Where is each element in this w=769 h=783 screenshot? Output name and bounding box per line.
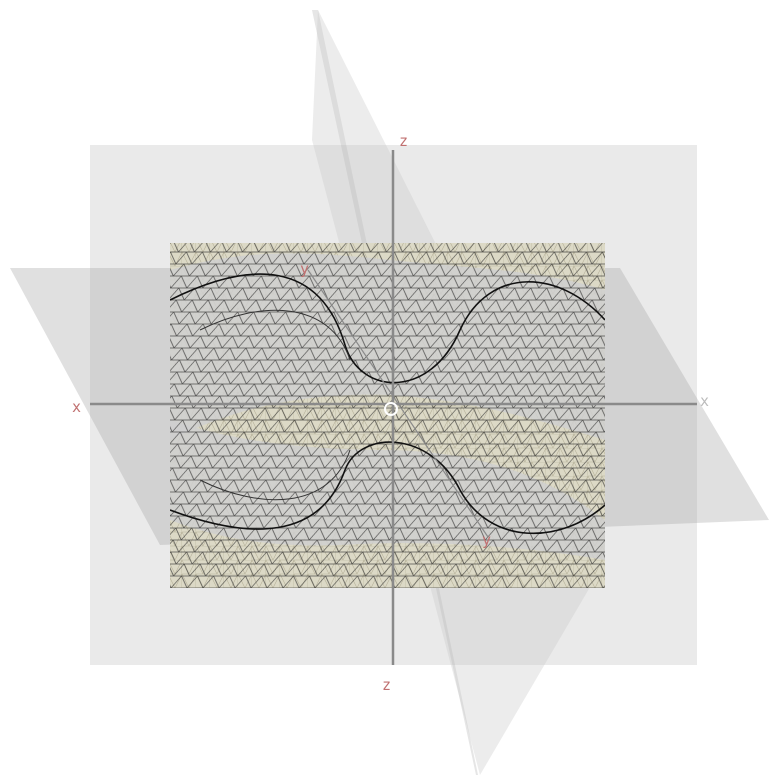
y-lower-label: y <box>482 531 491 549</box>
z-bottom-label: z <box>382 676 391 694</box>
x-left-label: x <box>72 398 81 416</box>
y-upper-label: y <box>300 260 309 278</box>
z-top-label: z <box>399 132 408 150</box>
surface-patch <box>170 243 605 588</box>
x-right-label: x <box>700 392 709 410</box>
